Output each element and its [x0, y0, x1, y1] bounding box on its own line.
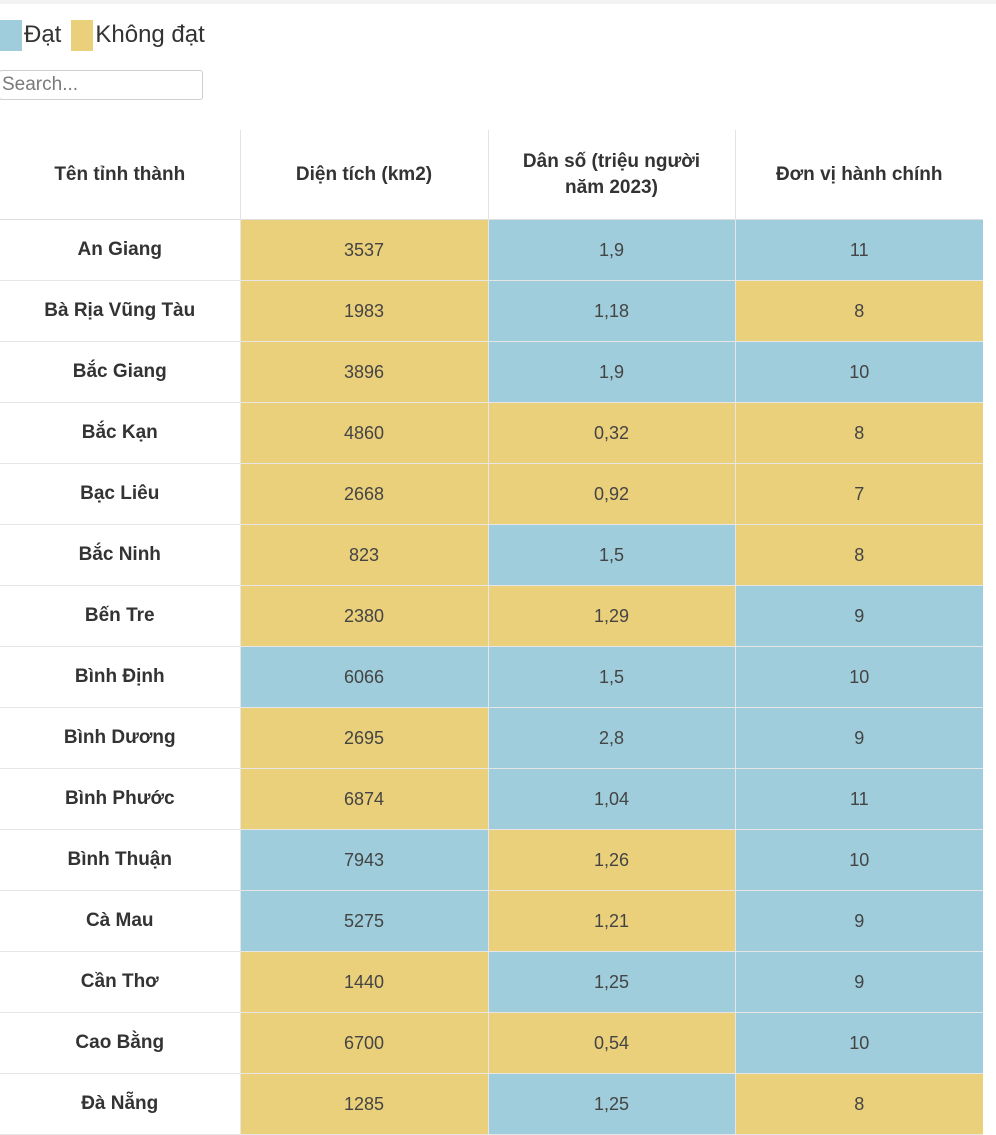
province-table: Tên tỉnh thành Diện tích (km2) Dân số (t…	[0, 130, 983, 1135]
area-cell: 5275	[239, 890, 488, 952]
admin-units-cell: 11	[734, 768, 983, 830]
population-cell: 2,8	[487, 707, 735, 769]
table-body: An Giang 3537 1,9 11 Bà Rịa Vũng Tàu 1983 1,18…	[0, 219, 983, 1135]
table-row: Cần Thơ 1440 1,25 9	[0, 951, 983, 1013]
population-cell: 0,54	[487, 1012, 735, 1074]
table-row: Đà Nẵng 1285 1,25 8	[0, 1073, 983, 1135]
admin-units-cell: 10	[734, 829, 983, 891]
table-row: Bình Định 6066 1,5 10	[0, 646, 983, 708]
province-name-cell: Bắc Giang	[0, 341, 240, 403]
population-cell: 0,92	[487, 463, 735, 525]
legend-swatch-pass	[0, 19, 22, 51]
province-name-cell: Bình Thuận	[0, 829, 240, 891]
population-cell: 1,29	[487, 585, 735, 647]
table-row: An Giang 3537 1,9 11	[0, 219, 983, 281]
province-name-cell: Bạc Liêu	[0, 463, 240, 525]
admin-units-cell: 9	[734, 890, 983, 952]
admin-units-cell: 10	[734, 1012, 983, 1074]
area-cell: 3537	[239, 219, 488, 281]
province-name-cell: Bến Tre	[0, 585, 240, 647]
population-cell: 1,25	[487, 951, 735, 1013]
area-cell: 6066	[239, 646, 488, 708]
population-cell: 1,21	[487, 890, 735, 952]
province-name-cell: Cần Thơ	[0, 951, 240, 1013]
admin-units-cell: 8	[734, 280, 983, 342]
population-cell: 1,18	[487, 280, 735, 342]
column-header-area[interactable]: Diện tích (km2)	[239, 130, 488, 220]
admin-units-cell: 9	[734, 951, 983, 1013]
population-cell: 1,5	[487, 524, 735, 586]
admin-units-cell: 9	[734, 585, 983, 647]
area-cell: 4860	[239, 402, 488, 464]
province-name-cell: Bình Phước	[0, 768, 240, 830]
table-row: Bắc Giang 3896 1,9 10	[0, 341, 983, 403]
table-row: Bình Dương 2695 2,8 9	[0, 707, 983, 769]
province-name-cell: Cà Mau	[0, 890, 240, 952]
table-row: Bến Tre 2380 1,29 9	[0, 585, 983, 647]
legend: Đạt Không đạt	[0, 19, 209, 51]
admin-units-cell: 8	[734, 1073, 983, 1135]
table-row: Bắc Kạn 4860 0,32 8	[0, 402, 983, 464]
top-bar	[0, 0, 996, 4]
legend-label-pass: Đạt	[24, 21, 62, 48]
area-cell: 1983	[239, 280, 488, 342]
table-row: Cao Bằng 6700 0,54 10	[0, 1012, 983, 1074]
area-cell: 2695	[239, 707, 488, 769]
legend-item-fail: Không đạt	[65, 19, 205, 51]
area-cell: 6700	[239, 1012, 488, 1074]
table-row: Bạc Liêu 2668 0,92 7	[0, 463, 983, 525]
admin-units-cell: 8	[734, 524, 983, 586]
area-cell: 1440	[239, 951, 488, 1013]
population-cell: 1,9	[487, 219, 735, 281]
province-name-cell: Bắc Ninh	[0, 524, 240, 586]
area-cell: 2380	[239, 585, 488, 647]
admin-units-cell: 10	[734, 341, 983, 403]
table-row: Bình Phước 6874 1,04 11	[0, 768, 983, 830]
admin-units-cell: 7	[734, 463, 983, 525]
population-cell: 1,25	[487, 1073, 735, 1135]
table-row: Bắc Ninh 823 1,5 8	[0, 524, 983, 586]
area-cell: 6874	[239, 768, 488, 830]
table-header-row: Tên tỉnh thành Diện tích (km2) Dân số (t…	[0, 130, 983, 220]
area-cell: 7943	[239, 829, 488, 891]
population-cell: 0,32	[487, 402, 735, 464]
population-cell: 1,04	[487, 768, 735, 830]
province-name-cell: An Giang	[0, 219, 240, 281]
province-name-cell: Cao Bằng	[0, 1012, 240, 1074]
province-name-cell: Bình Định	[0, 646, 240, 708]
province-name-cell: Bắc Kạn	[0, 402, 240, 464]
search-input[interactable]	[0, 70, 203, 100]
area-cell: 1285	[239, 1073, 488, 1135]
table-row: Bà Rịa Vũng Tàu 1983 1,18 8	[0, 280, 983, 342]
table-row: Cà Mau 5275 1,21 9	[0, 890, 983, 952]
area-cell: 823	[239, 524, 488, 586]
legend-swatch-fail	[71, 19, 94, 51]
admin-units-cell: 11	[734, 219, 983, 281]
admin-units-cell: 8	[734, 402, 983, 464]
province-name-cell: Bà Rịa Vũng Tàu	[0, 280, 240, 342]
column-header-population[interactable]: Dân số (triệu người năm 2023)	[487, 130, 735, 220]
admin-units-cell: 9	[734, 707, 983, 769]
population-cell: 1,9	[487, 341, 735, 403]
province-name-cell: Bình Dương	[0, 707, 240, 769]
column-header-province[interactable]: Tên tỉnh thành	[54, 163, 186, 185]
column-header-admin-units[interactable]: Đơn vị hành chính	[734, 130, 983, 220]
province-name-cell: Đà Nẵng	[0, 1073, 240, 1135]
area-cell: 3896	[239, 341, 488, 403]
legend-item-pass: Đạt	[0, 19, 62, 51]
table-row: Bình Thuận 7943 1,26 10	[0, 829, 983, 891]
area-cell: 2668	[239, 463, 488, 525]
legend-label-fail: Không đạt	[95, 21, 205, 48]
population-cell: 1,5	[487, 646, 735, 708]
admin-units-cell: 10	[734, 646, 983, 708]
population-cell: 1,26	[487, 829, 735, 891]
